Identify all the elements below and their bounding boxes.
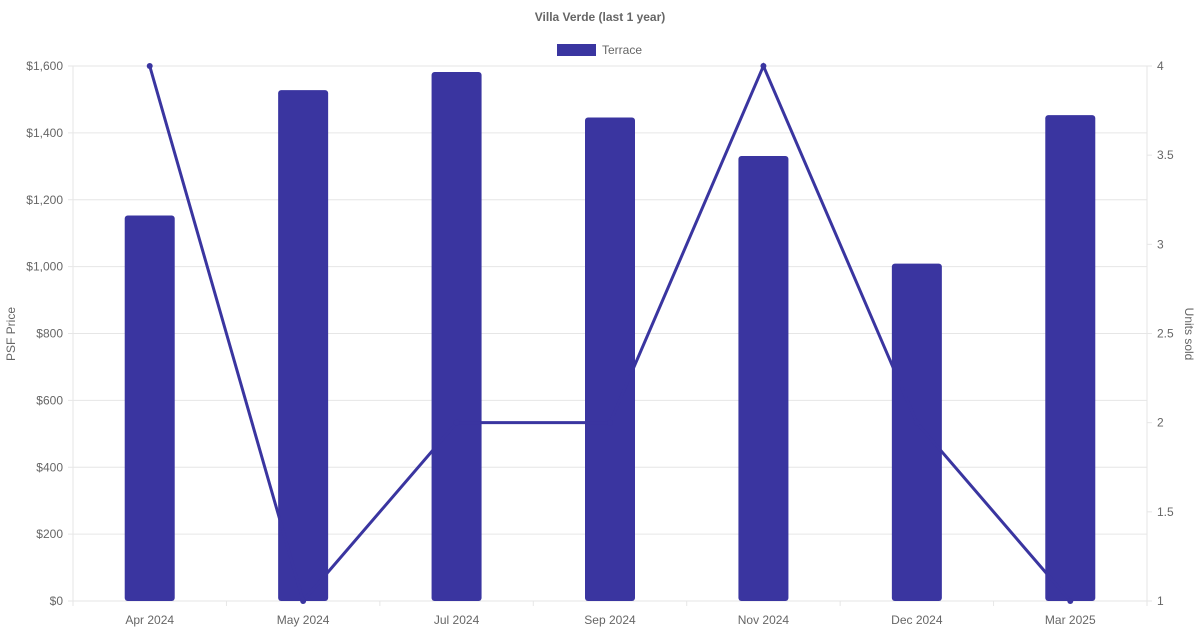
y-left-tick-label: $800 <box>36 327 63 341</box>
y-right-tick-label: 3 <box>1157 237 1164 251</box>
y-right-tick-label: 1.5 <box>1157 505 1174 519</box>
y-left-tick-label: $400 <box>36 460 63 474</box>
bar-series-terrace <box>124 72 1096 602</box>
bar[interactable] <box>278 90 329 601</box>
line-point[interactable] <box>760 63 767 69</box>
bar[interactable] <box>585 117 635 602</box>
y-right-tick-label: 2 <box>1157 416 1164 430</box>
line-point[interactable] <box>146 63 153 69</box>
y-axis-left-title: PSF Price <box>4 307 18 361</box>
bar[interactable] <box>1045 115 1096 601</box>
x-tick-label: May 2024 <box>277 613 330 627</box>
y-left-tick-label: $600 <box>36 393 63 407</box>
line-point[interactable] <box>913 419 920 426</box>
line-point[interactable] <box>1067 598 1074 604</box>
legend-swatch <box>557 44 596 56</box>
y-left-tick-label: $0 <box>50 594 64 608</box>
y-left-tick-label: $200 <box>36 527 63 541</box>
line-series-units-sold <box>146 62 1074 605</box>
bar[interactable] <box>891 263 942 601</box>
x-tick-label: Dec 2024 <box>891 613 943 627</box>
line-point[interactable] <box>607 419 613 426</box>
chart-title: Villa Verde (last 1 year) <box>535 10 666 24</box>
y-right-tick-label: 4 <box>1157 59 1164 73</box>
y-left-tick-label: $1,200 <box>26 193 63 207</box>
x-tick-label: Jul 2024 <box>434 613 480 627</box>
y-left-tick-label: $1,600 <box>26 59 63 73</box>
left-axis-ticks: $0 $200 $400 $600 $800 $1,000 $1,200 $1,400 $1,6… <box>26 59 73 608</box>
x-axis-ticks: Apr 2024 May 2024 Jul 2024 Sep 2024 Nov 2024… <box>125 613 1096 627</box>
bar[interactable] <box>124 215 175 601</box>
legend-label-terrace: Terrace <box>602 43 642 57</box>
y-right-tick-label: 2.5 <box>1157 327 1174 341</box>
y-left-tick-label: $1,000 <box>26 260 63 274</box>
y-axis-right-title: Units sold <box>1182 308 1196 361</box>
y-right-tick-label: 1 <box>1157 594 1164 608</box>
legend[interactable]: Terrace <box>557 43 642 57</box>
x-tick-label: Apr 2024 <box>125 613 174 627</box>
bar[interactable] <box>431 72 482 602</box>
bar[interactable] <box>738 155 789 601</box>
x-tick-label: Mar 2025 <box>1045 613 1096 627</box>
x-tick-label: Sep 2024 <box>584 613 636 627</box>
x-tick-label: Nov 2024 <box>738 613 790 627</box>
line-point[interactable] <box>300 598 307 604</box>
line-point[interactable] <box>453 419 460 426</box>
y-left-tick-label: $1,400 <box>26 126 63 140</box>
right-axis-ticks: 1 1.5 2 2.5 3 3.5 4 <box>1147 59 1174 608</box>
y-right-tick-label: 3.5 <box>1157 148 1174 162</box>
